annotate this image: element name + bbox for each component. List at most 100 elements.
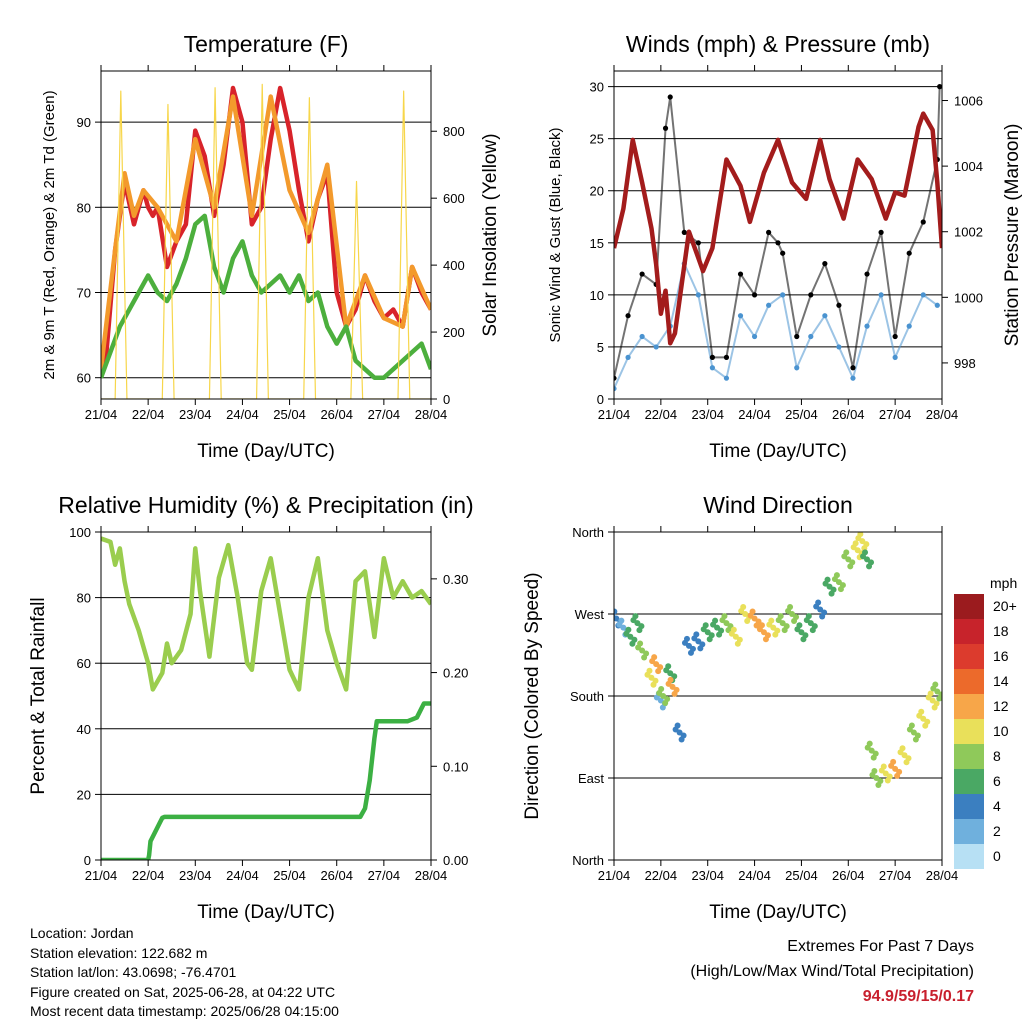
series-line [101,94,431,370]
colorbar-swatch [954,769,984,794]
y2-tick-label: 400 [443,258,465,273]
colorbar-title: mph [990,575,1017,591]
y-tick-label: 30 [590,80,604,95]
direction-point [914,732,921,739]
direction-point [924,718,931,725]
x-tick-label: 25/04 [273,407,306,422]
y2-tick-label: 1000 [954,290,983,305]
y-tick-label: 80 [77,591,91,606]
panel-title: Temperature (F) [184,31,349,57]
x-tick-label: 25/04 [785,407,818,422]
series-layer [101,83,431,399]
colorbar-swatch [954,694,984,719]
direction-point [749,608,756,615]
panel-1: Temperature (F) 21/04 22/04 23/04 24/04 25/04… [41,31,501,462]
direction-point [877,778,884,784]
direction-point [866,740,873,747]
direction-point [618,617,625,624]
y-axis-label: Direction (Colored By Speed) [522,572,543,819]
direction-point [824,576,831,583]
direction-point [671,673,678,680]
y-tick-label: 20 [590,184,604,199]
figure-created: Figure created on Sat, 2025-06-28, at 04… [30,983,336,1000]
y-tick-label: 0 [84,853,91,868]
y-tick-label: 80 [77,200,91,215]
colorbar-label: 2 [993,823,1001,839]
direction-point [777,613,784,620]
panel-3: Relative Humidity (%) & Precipitation (i… [28,492,474,923]
x-tick-label: 25/04 [273,868,306,883]
plot-frame [613,70,943,400]
y-tick-label: West [575,607,605,622]
x-tick-label: 27/04 [368,407,401,422]
y-tick-label: 5 [597,340,604,355]
x-tick-label: 21/04 [598,868,631,883]
y2-tick-label: 0.30 [443,572,468,587]
colorbar-label: 4 [993,798,1001,814]
colorbar-swatch [954,744,984,769]
direction-point [783,623,790,630]
y2-tick-label: 0 [443,392,450,407]
x-tick-label: 22/04 [645,868,678,883]
direction-point [674,722,681,729]
direction-point [862,549,869,556]
y2-tick-label: 200 [443,325,465,340]
x-tick-label: 27/04 [368,868,401,883]
y2-tick-label: 0.20 [443,666,468,681]
x-tick-label: 22/04 [645,407,678,422]
x-tick-label: 24/04 [226,868,259,883]
direction-point [730,626,737,633]
direction-point [631,636,638,643]
direction-point [880,763,887,770]
series-layer [614,532,942,788]
x-tick-label: 23/04 [691,868,724,883]
direction-point [625,626,632,633]
y2-tick-label: 1002 [954,225,983,240]
series-trace [614,86,941,379]
direction-point [871,768,878,774]
y-tick-label: 60 [77,371,91,386]
y-tick-label: East [578,771,604,786]
direction-point [768,617,775,624]
direction-point [651,654,658,661]
station-info: Location: Jordan Station elevation: 122.… [30,924,339,1022]
direction-point [852,540,859,547]
direction-point [857,532,864,538]
direction-point [811,623,818,630]
colorbar-label: 8 [993,748,1001,764]
direction-point [702,622,709,629]
x-axis-label: Time (Day/UTC) [197,902,335,923]
y-tick-label: 25 [590,132,604,147]
direction-point [693,631,700,638]
direction-point [905,755,912,762]
y-tick-label: 70 [77,286,91,301]
colorbar-swatch [954,644,984,669]
x-tick-label: 22/04 [132,868,165,883]
series-line [101,701,431,860]
direction-point [805,613,812,620]
y2-tick-label: 1004 [954,159,983,174]
panel-title: Winds (mph) & Pressure (mb) [626,31,930,57]
direction-point [890,758,897,765]
direction-point [614,608,618,615]
y-tick-label: South [570,689,604,704]
x-tick-label: 26/04 [320,407,353,422]
direction-point [863,541,870,548]
direction-point [632,613,639,620]
station-latlon: Station lat/lon: 43.0698; -76.4701 [30,964,237,981]
direction-point [740,604,747,610]
y2-axis-label: Solar Insolation (Yellow) [480,133,501,336]
x-tick-label: 26/04 [832,407,865,422]
direction-point [718,627,725,634]
y-tick-label: 20 [77,787,91,802]
direction-point [667,676,674,683]
x-tick-label: 26/04 [320,868,353,883]
y2-tick-label: 1006 [954,94,983,109]
direction-point [793,614,800,620]
colorbar-label: 16 [993,648,1009,664]
extremes-subtitle: (High/Low/Max Wind/Total Precipitation) [690,963,974,980]
direction-point [933,700,940,707]
panel-2: Winds (mph) & Pressure (mb) 21/04 22/04 23/… [547,31,1023,462]
colorbar-swatch [954,669,984,694]
extremes-title: Extremes For Past 7 Days [787,938,974,955]
